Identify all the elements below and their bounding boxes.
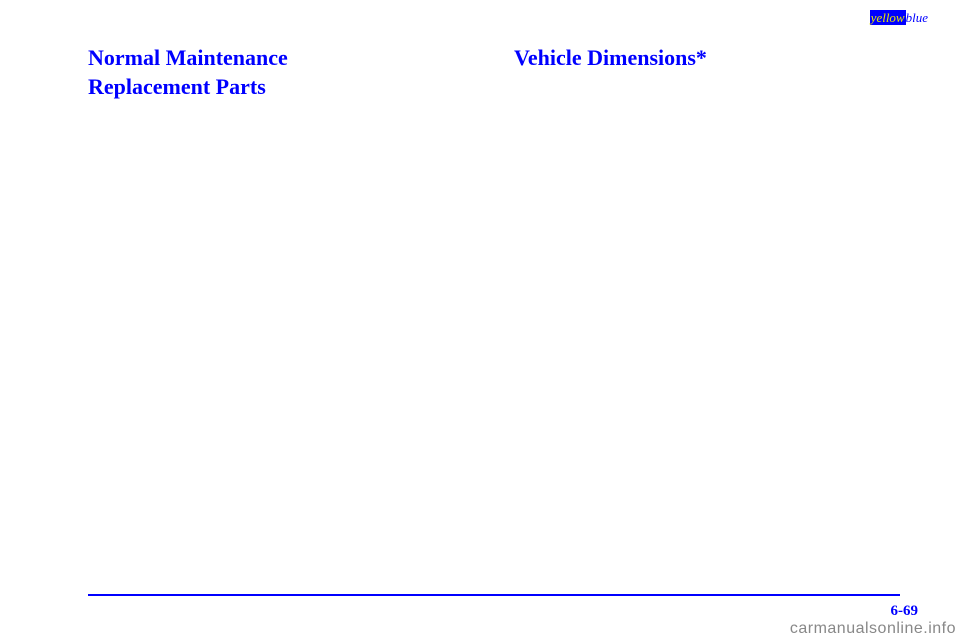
left-column: Normal Maintenance Replacement Parts bbox=[88, 44, 514, 101]
page-number: 6-69 bbox=[891, 603, 919, 620]
blue-label: blue bbox=[906, 10, 928, 25]
left-heading-line2: Replacement Parts bbox=[88, 73, 474, 102]
yellow-label: yellow bbox=[870, 10, 906, 25]
left-heading-line1: Normal Maintenance bbox=[88, 44, 474, 73]
top-color-label: yellowblue bbox=[870, 10, 928, 26]
watermark-text: carmanualsonline.info bbox=[790, 620, 956, 638]
left-heading: Normal Maintenance Replacement Parts bbox=[88, 44, 474, 101]
content-area: Normal Maintenance Replacement Parts Veh… bbox=[88, 44, 900, 101]
right-heading: Vehicle Dimensions* bbox=[514, 44, 900, 73]
right-column: Vehicle Dimensions* bbox=[514, 44, 900, 101]
footer-divider bbox=[88, 594, 900, 596]
